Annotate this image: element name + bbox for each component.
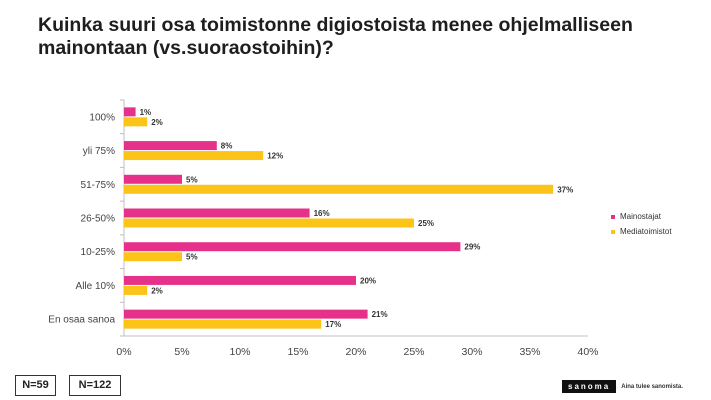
data-label-mediatoimistot: 2% xyxy=(151,286,163,295)
category-label-10-25: 10-25% xyxy=(81,247,116,258)
data-label-mainostajat: 1% xyxy=(140,108,152,117)
x-tick-label: 20% xyxy=(345,346,366,358)
footer-brand: sanoma Aina tulee sanomista. xyxy=(562,380,683,393)
data-label-mainostajat: 21% xyxy=(372,310,388,319)
sanoma-logo: sanoma xyxy=(562,380,617,393)
bar-mediatoimistot-100 xyxy=(124,117,148,127)
bar-mainostajat-en-osaa-sanoa xyxy=(124,309,368,319)
category-label-yli-75: yli 75% xyxy=(83,146,115,157)
chart-title: Kuinka suuri osa toimistonne digiostoist… xyxy=(38,14,633,59)
legend-label-mainostajat: Mainostajat xyxy=(620,212,661,221)
x-tick-label: 35% xyxy=(519,346,540,358)
x-tick-label: 0% xyxy=(116,346,131,358)
legend: Mainostajat Mediatoimistot xyxy=(611,209,672,239)
category-label-en-osaa-sanoa: En osaa sanoa xyxy=(48,315,115,326)
legend-item-mainostajat: Mainostajat xyxy=(611,209,672,224)
category-label-alle-10: Alle 10% xyxy=(76,281,116,292)
data-label-mainostajat: 5% xyxy=(186,175,198,184)
x-tick-label: 30% xyxy=(461,346,482,358)
data-label-mainostajat: 29% xyxy=(464,243,480,252)
x-tick-label: 25% xyxy=(403,346,424,358)
bar-mediatoimistot-alle-10 xyxy=(124,285,148,295)
sample-size-mainostajat: N=59 xyxy=(15,375,56,396)
bar-mediatoimistot-51-75 xyxy=(124,184,554,194)
bar-mainostajat-alle-10 xyxy=(124,275,356,285)
bar-mediatoimistot-en-osaa-sanoa xyxy=(124,319,322,329)
bar-mediatoimistot-10-25 xyxy=(124,252,182,262)
data-label-mediatoimistot: 5% xyxy=(186,253,198,262)
x-tick-label: 5% xyxy=(174,346,189,358)
bar-mainostajat-yli-75 xyxy=(124,141,217,151)
bar-mainostajat-26-50 xyxy=(124,208,310,218)
bar-mediatoimistot-26-50 xyxy=(124,218,414,228)
bar-mainostajat-10-25 xyxy=(124,242,461,252)
data-label-mediatoimistot: 12% xyxy=(267,152,283,161)
footer-tagline: Aina tulee sanomista. xyxy=(621,383,683,390)
x-tick-label: 40% xyxy=(577,346,598,358)
data-label-mainostajat: 8% xyxy=(221,142,233,151)
data-label-mediatoimistot: 2% xyxy=(151,118,163,127)
bar-mainostajat-51-75 xyxy=(124,174,182,184)
legend-label-mediatoimistot: Mediatoimistot xyxy=(620,227,672,236)
bar-mediatoimistot-yli-75 xyxy=(124,151,264,161)
data-label-mediatoimistot: 37% xyxy=(557,185,573,194)
x-tick-label: 10% xyxy=(229,346,250,358)
bar-mainostajat-100 xyxy=(124,107,136,117)
category-label-51-75: 51-75% xyxy=(81,180,116,191)
legend-item-mediatoimistot: Mediatoimistot xyxy=(611,224,672,239)
legend-swatch-mainostajat xyxy=(611,214,615,219)
data-label-mainostajat: 20% xyxy=(360,276,376,285)
legend-swatch-mediatoimistot xyxy=(611,229,615,234)
data-label-mediatoimistot: 25% xyxy=(418,219,434,228)
data-label-mainostajat: 16% xyxy=(314,209,330,218)
sample-size-mediatoimistot: N=122 xyxy=(69,375,121,396)
x-tick-label: 15% xyxy=(287,346,308,358)
category-label-100: 100% xyxy=(89,112,115,123)
category-label-26-50: 26-50% xyxy=(81,214,116,225)
data-label-mediatoimistot: 17% xyxy=(325,320,341,329)
